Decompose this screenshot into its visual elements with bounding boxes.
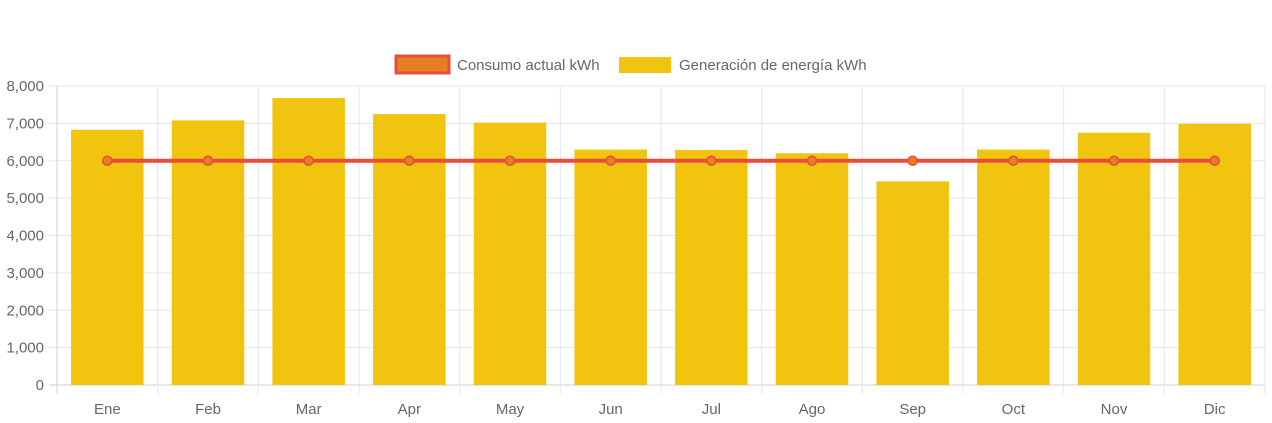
- x-tick-label: Mar: [296, 401, 322, 418]
- bar-apr[interactable]: [373, 114, 446, 385]
- bar-nov[interactable]: [1077, 132, 1151, 385]
- consumo-point-feb[interactable]: [202, 155, 214, 166]
- x-tick-label: May: [496, 401, 525, 418]
- consumo-point-may[interactable]: [504, 155, 516, 166]
- legend-label-generacion[interactable]: Generación de energía kWh: [679, 57, 867, 74]
- y-tick-label: 5,000: [6, 190, 44, 207]
- x-tick-label: Jun: [599, 401, 623, 418]
- grid: [49, 85, 1266, 394]
- consumo-point-nov[interactable]: [1108, 155, 1120, 166]
- x-tick-label: Nov: [1101, 401, 1128, 418]
- consumo-point-mar[interactable]: [303, 155, 314, 166]
- x-tick-label: Dic: [1204, 401, 1226, 418]
- bar-mar[interactable]: [272, 97, 345, 386]
- bar-may[interactable]: [473, 122, 547, 385]
- consumo-point-dic[interactable]: [1209, 155, 1220, 166]
- consumo-point-ene[interactable]: [102, 155, 113, 166]
- y-tick-label: 7,000: [6, 115, 44, 132]
- bar-jul[interactable]: [675, 149, 748, 385]
- y-tick-label: 1,000: [6, 340, 44, 357]
- line-series: [102, 155, 1220, 166]
- y-tick-label: 6,000: [6, 153, 44, 170]
- axes: 0 1,000 2,000 3,000 4,000 5,000 6,000 7,000 8,00…: [6, 78, 1226, 418]
- bar-dic[interactable]: [1178, 123, 1251, 385]
- x-tick-label: Sep: [899, 401, 926, 418]
- consumo-point-oct[interactable]: [1008, 155, 1019, 166]
- x-tick-label: Ago: [799, 401, 826, 418]
- consumo-point-apr[interactable]: [404, 155, 415, 166]
- y-tick-label: 3,000: [6, 265, 44, 282]
- legend: Consumo actual kWh Generación de energía…: [394, 54, 867, 75]
- y-tick-label: 0: [36, 377, 44, 394]
- y-tick-label: 4,000: [6, 228, 44, 245]
- legend-swatch-consumo[interactable]: [394, 54, 451, 75]
- consumo-point-jul[interactable]: [706, 155, 717, 166]
- bar-jun[interactable]: [574, 149, 647, 385]
- x-tick-label: Oct: [1002, 401, 1026, 418]
- x-tick-label: Jul: [702, 401, 721, 418]
- bar-oct[interactable]: [977, 149, 1050, 385]
- bar-sep[interactable]: [876, 181, 949, 385]
- y-tick-label: 2,000: [6, 302, 44, 319]
- consumo-point-sep[interactable]: [907, 155, 918, 166]
- x-tick-label: Ene: [94, 401, 121, 418]
- consumo-point-jun[interactable]: [605, 155, 616, 166]
- consumo-point-ago[interactable]: [806, 155, 818, 166]
- legend-swatch-generacion[interactable]: [619, 57, 671, 73]
- x-tick-label: Feb: [195, 401, 221, 418]
- legend-label-consumo[interactable]: Consumo actual kWh: [457, 57, 600, 74]
- bars: [71, 97, 1251, 386]
- x-tick-label: Apr: [398, 401, 421, 418]
- bar-ene[interactable]: [71, 129, 144, 385]
- bar-ago[interactable]: [775, 153, 849, 385]
- y-tick-label: 8,000: [6, 78, 44, 95]
